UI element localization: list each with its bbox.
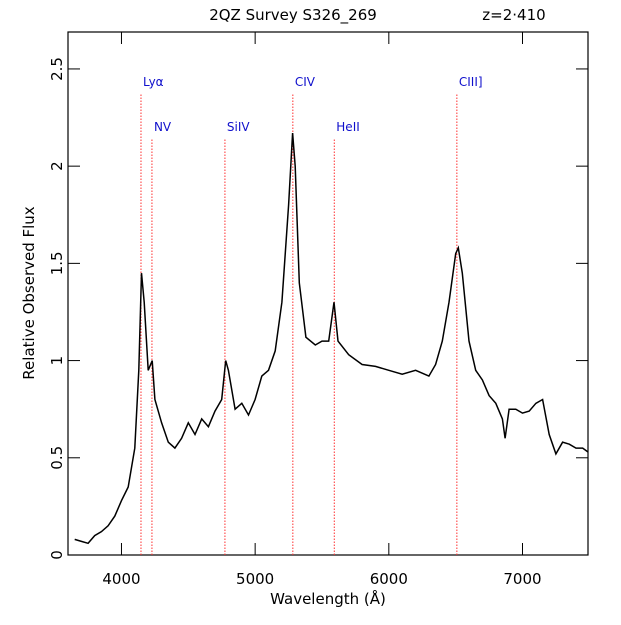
chart-title: 2QZ Survey S326_269 (209, 6, 377, 25)
emission-line-label: SiIV (227, 120, 250, 134)
x-tick-label: 7000 (503, 570, 541, 588)
emission-line-label: HeII (336, 120, 359, 134)
y-tick-label: 2 (48, 161, 66, 171)
y-tick-label: 0 (48, 550, 66, 560)
x-tick-label: 6000 (370, 570, 408, 588)
plot-frame (67, 31, 589, 556)
spectrum-line (74, 133, 589, 545)
x-tick-label: 4000 (102, 570, 140, 588)
y-tick-label: 0.5 (48, 446, 66, 470)
y-tick-label: 2.5 (48, 57, 66, 81)
x-tick-label: 5000 (236, 570, 274, 588)
emission-line-label: Lyα (143, 75, 164, 89)
y-tick-label: 1 (48, 356, 66, 366)
emission-line-label: CIII] (459, 75, 483, 89)
y-tick-label: 1.5 (48, 251, 66, 275)
y-axis-label: Relative Observed Flux (20, 206, 38, 379)
chart-subtitle: z=2·410 (482, 6, 545, 24)
emission-line-label: CIV (295, 75, 316, 89)
emission-line-label: NV (154, 120, 172, 134)
x-axis-label: Wavelength (Å) (270, 589, 386, 608)
